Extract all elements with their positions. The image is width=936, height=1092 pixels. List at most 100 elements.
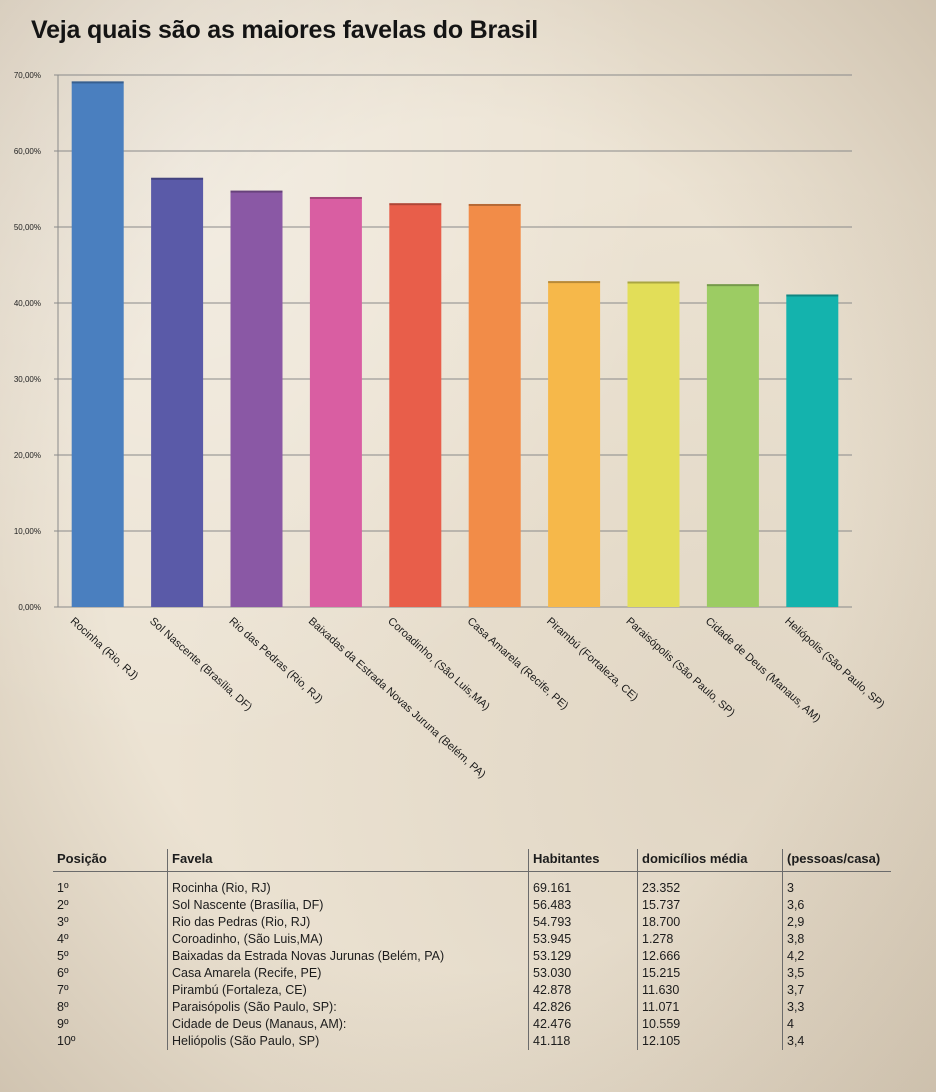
- bar-top-edge: [389, 203, 442, 206]
- cell-habitantes: 42.476: [528, 1016, 638, 1033]
- header-habitantes: Habitantes: [528, 849, 638, 872]
- favelas-table: Posição Favela Habitantes domicílios méd…: [53, 849, 891, 1050]
- cell-pessoas-casa: 2,9: [782, 914, 891, 931]
- bar: [309, 196, 362, 608]
- cell-favela: Rio das Pedras (Rio, RJ): [167, 914, 529, 931]
- table-row: 2º Sol Nascente (Brasília, DF) 56.483 15.73…: [53, 897, 891, 914]
- table-row: 7º Pirambú (Fortaleza, CE) 42.878 11.630 3,7: [53, 982, 891, 999]
- cell-favela: Baixadas da Estrada Novas Jurunas (Belém…: [167, 948, 529, 965]
- cell-favela: Coroadinho, (São Luis,MA): [167, 931, 529, 948]
- bar-top-edge: [627, 281, 680, 284]
- cell-habitantes: 53.945: [528, 931, 638, 948]
- bar: [151, 177, 204, 607]
- cell-domicilios: 10.559: [637, 1016, 783, 1033]
- bar-top-edge: [151, 177, 204, 180]
- x-category-label: Baixadas da Estrada Novas Juruna (Belém,…: [306, 615, 488, 780]
- cell-habitantes: 41.118: [528, 1033, 638, 1050]
- cell-habitantes: 42.826: [528, 999, 638, 1016]
- cell-favela: Heliópolis (São Paulo, SP): [167, 1033, 529, 1050]
- bar: [706, 284, 759, 607]
- table-row: 1º Rocinha (Rio, RJ) 69.161 23.352 3: [53, 880, 891, 897]
- cell-domicilios: 15.737: [637, 897, 783, 914]
- cell-posicao: 1º: [57, 881, 69, 895]
- bar: [786, 294, 839, 607]
- cell-domicilios: 12.105: [637, 1033, 783, 1050]
- cell-domicilios: 23.352: [637, 880, 783, 897]
- cell-posicao: 10º: [57, 1034, 76, 1048]
- table-row: 5º Baixadas da Estrada Novas Jurunas (Bel…: [53, 948, 891, 965]
- table-row: 6º Casa Amarela (Recife, PE) 53.030 15.215 3…: [53, 965, 891, 982]
- cell-favela: Cidade de Deus (Manaus, AM):: [167, 1016, 529, 1033]
- cell-habitantes: 42.878: [528, 982, 638, 999]
- y-tick-label: 70,00%: [14, 71, 41, 80]
- header-posicao: Posição: [53, 849, 168, 872]
- cell-habitantes: 53.129: [528, 948, 638, 965]
- y-tick-label: 50,00%: [14, 223, 41, 232]
- header-pessoas-casa: (pessoas/casa): [782, 849, 891, 872]
- bar: [389, 203, 442, 607]
- cell-domicilios: 11.071: [637, 999, 783, 1016]
- cell-favela: Sol Nascente (Brasília, DF): [167, 897, 529, 914]
- y-tick-label: 10,00%: [14, 527, 41, 536]
- bar-top-edge: [548, 281, 601, 284]
- bar-top-edge: [71, 81, 124, 84]
- table-row: 9º Cidade de Deus (Manaus, AM): 42.476 10.5…: [53, 1016, 891, 1033]
- cell-habitantes: 69.161: [528, 880, 638, 897]
- cell-habitantes: 56.483: [528, 897, 638, 914]
- bar-chart: 70,00% 60,00% 50,00% 40,00% 30,00% 20,00% 10,0…: [14, 71, 887, 781]
- table-row: 3º Rio das Pedras (Rio, RJ) 54.793 18.700 2,…: [53, 914, 891, 931]
- cell-posicao: 6º: [57, 966, 69, 980]
- bar: [468, 203, 521, 608]
- table-body: 1º Rocinha (Rio, RJ) 69.161 23.352 3 2º Sol Na…: [53, 871, 891, 1050]
- x-category-label: Pirambú (Fortaleza, CE): [544, 615, 640, 703]
- bar-top-edge: [786, 294, 839, 297]
- cell-pessoas-casa: 3,5: [782, 965, 891, 982]
- bar-top-edge: [706, 284, 759, 287]
- cell-domicilios: 11.630: [637, 982, 783, 999]
- cell-habitantes: 54.793: [528, 914, 638, 931]
- cell-favela: Casa Amarela (Recife, PE): [167, 965, 529, 982]
- cell-posicao: 4º: [57, 932, 69, 946]
- cell-domicilios: 15.215: [637, 965, 783, 982]
- y-tick-label: 40,00%: [14, 299, 41, 308]
- table-row: 4º Coroadinho, (São Luis,MA) 53.945 1.278 3,…: [53, 931, 891, 948]
- cell-pessoas-casa: 3,7: [782, 982, 891, 999]
- cell-pessoas-casa: 4: [782, 1016, 891, 1033]
- cell-pessoas-casa: 3: [782, 880, 891, 897]
- cell-posicao: 9º: [57, 1017, 69, 1031]
- bar-top-edge: [230, 190, 283, 193]
- cell-pessoas-casa: 3,3: [782, 999, 891, 1016]
- cell-pessoas-casa: 3,8: [782, 931, 891, 948]
- y-tick-label: 20,00%: [14, 451, 41, 460]
- favelas-table-container: Posição Favela Habitantes domicílios méd…: [53, 849, 891, 1050]
- cell-pessoas-casa: 4,2: [782, 948, 891, 965]
- cell-posicao: 8º: [57, 1000, 69, 1014]
- cell-favela: Pirambú (Fortaleza, CE): [167, 982, 529, 999]
- header-domicilios: domicílios média: [637, 849, 783, 872]
- bar: [548, 281, 601, 607]
- table-row: 8º Paraisópolis (São Paulo, SP): 42.826 11.…: [53, 999, 891, 1016]
- bar: [230, 190, 283, 607]
- cell-posicao: 2º: [57, 898, 69, 912]
- cell-habitantes: 53.030: [528, 965, 638, 982]
- y-tick-label: 60,00%: [14, 147, 41, 156]
- table-row: 10º Heliópolis (São Paulo, SP) 41.118 12.10…: [53, 1033, 891, 1050]
- cell-favela: Rocinha (Rio, RJ): [167, 880, 529, 897]
- cell-pessoas-casa: 3,4: [782, 1033, 891, 1050]
- cell-domicilios: 12.666: [637, 948, 783, 965]
- cell-posicao: 5º: [57, 949, 69, 963]
- cell-domicilios: 18.700: [637, 914, 783, 931]
- bar-top-edge: [309, 196, 362, 199]
- page-title: Veja quais são as maiores favelas do Bra…: [31, 16, 538, 44]
- y-tick-label: 0,00%: [18, 603, 41, 612]
- bar-top-edge: [468, 203, 521, 206]
- cell-posicao: 3º: [57, 915, 69, 929]
- bar: [71, 81, 124, 607]
- table-spacer-row: [53, 871, 891, 880]
- header-favela: Favela: [167, 849, 529, 872]
- bar: [627, 281, 680, 607]
- x-category-label: Rocinha (Rio, RJ): [68, 615, 141, 682]
- cell-pessoas-casa: 3,6: [782, 897, 891, 914]
- cell-posicao: 7º: [57, 983, 69, 997]
- y-tick-label: 30,00%: [14, 375, 41, 384]
